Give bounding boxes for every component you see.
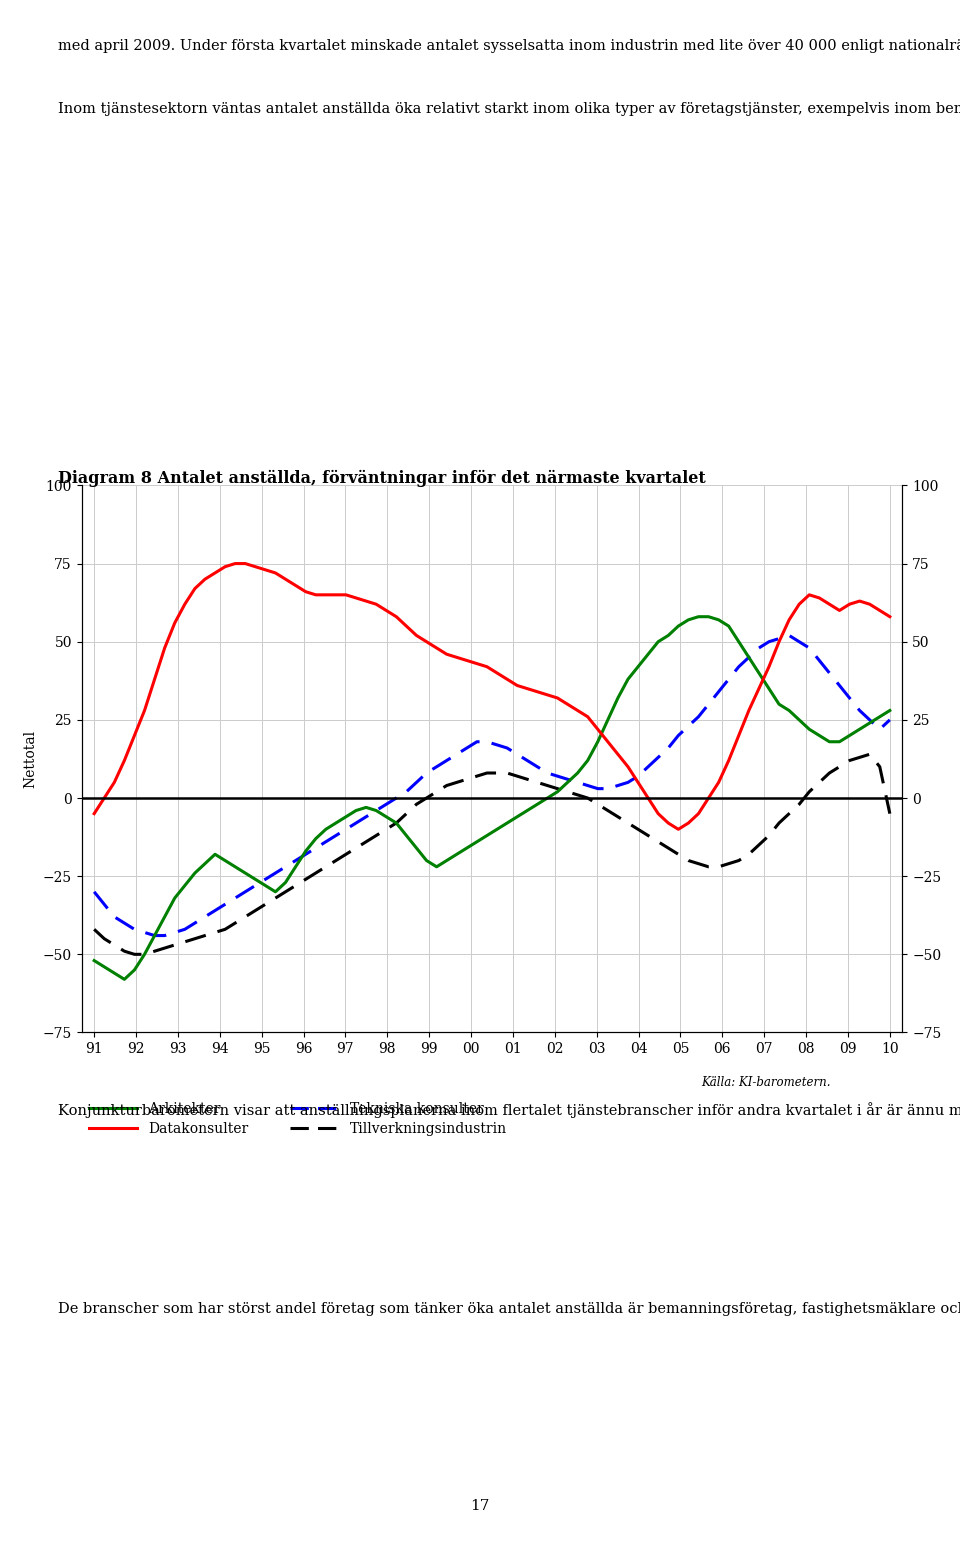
Legend: Arkitekter, Datakonsulter, Tekniska konsulter, Tillverkningsindustrin: Arkitekter, Datakonsulter, Tekniska kons…	[88, 1102, 507, 1136]
Text: 17: 17	[470, 1499, 490, 1513]
Text: Diagram 8 Antalet anställda, förväntningar inför det närmaste kvartalet: Diagram 8 Antalet anställda, förväntning…	[58, 470, 706, 487]
Text: med april 2009. Under första kvartalet minskade antalet sysselsatta inom industr: med april 2009. Under första kvartalet m…	[58, 39, 960, 52]
Text: Källa: KI-barometern.: Källa: KI-barometern.	[701, 1076, 830, 1088]
Text: Inom tjänstesektorn väntas antalet anställda öka relativt starkt inom olika type: Inom tjänstesektorn väntas antalet anstä…	[58, 100, 960, 116]
Text: De branscher som har störst andel företag som tänker öka antalet anställda är be: De branscher som har störst andel företa…	[58, 1302, 960, 1316]
Y-axis label: Nettotal: Nettotal	[23, 730, 37, 787]
Text: Konjunkturbarometern visar att anställningsplanerna inom flertalet tjänstebransc: Konjunkturbarometern visar att anställni…	[58, 1102, 960, 1117]
